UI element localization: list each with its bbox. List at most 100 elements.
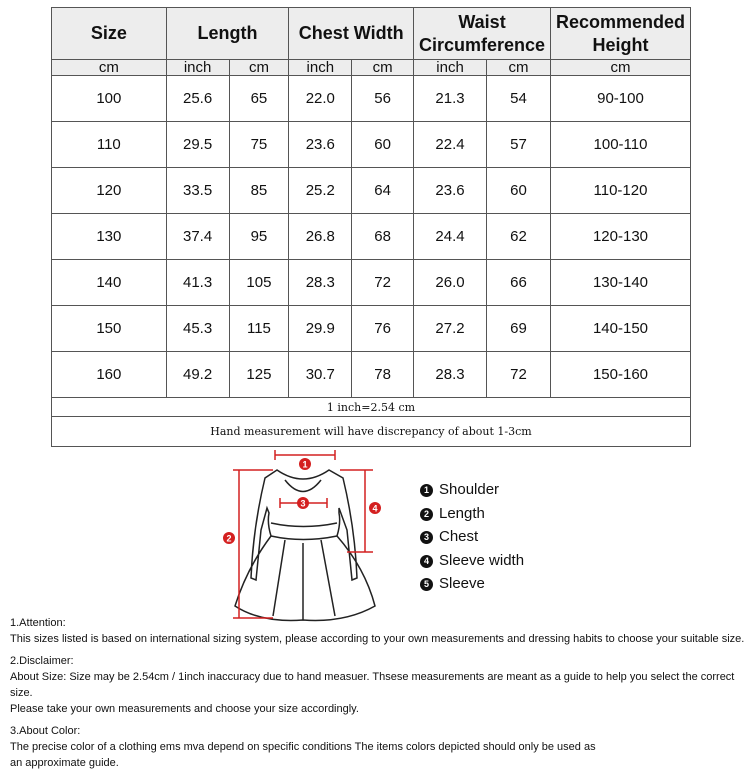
unit-cell: cm [549,59,692,76]
diagram-legend: 1 Shoulder 2 Length 3 Chest 4 Sleeve width 5 Slee… [420,478,524,596]
header-chest-width: Chest Width [288,7,415,60]
table-row: 140 41.3 105 28.3 72 26.0 66 130-140 [51,259,692,306]
table-cell: 69 [486,305,551,352]
svg-text:2: 2 [226,534,231,544]
table-cell: 22.0 [288,75,353,122]
table-cell: 75 [228,121,290,168]
table-cell: 72 [486,351,551,398]
legend-label: Sleeve [439,575,485,592]
unit-cell: inch [288,59,353,76]
number-badge-icon: 3 [420,531,433,544]
marker-3: 3 [297,497,309,509]
unit-cell: cm [351,59,415,76]
table-cell: 28.3 [288,259,353,306]
dress-diagram: 1 2 3 4 [223,450,381,622]
table-cell: 120 [51,167,167,214]
table-row: 100 25.6 65 22.0 56 21.3 54 90-100 [51,75,692,122]
table-cell: 78 [351,351,415,398]
table-cell: 37.4 [165,213,230,260]
table-cell: 23.6 [413,167,488,214]
table-cell: 110-120 [549,167,692,214]
table-cell: 120-130 [549,213,692,260]
table-cell: 85 [228,167,290,214]
table-cell: 33.5 [165,167,230,214]
unit-cell: inch [413,59,488,76]
svg-text:3: 3 [300,499,305,509]
table-cell: 130 [51,213,167,260]
table-cell: 27.2 [413,305,488,352]
marker-2: 2 [223,532,235,544]
table-cell: 105 [228,259,290,306]
note-line: The precise color of a clothing ems mva … [10,741,596,753]
unit-row: cm inch cm inch cm inch cm cm [51,59,692,76]
number-badge-icon: 4 [420,554,433,568]
table-cell: 140-150 [549,305,692,352]
table-cell: 49.2 [165,351,230,398]
table-cell: 45.3 [165,305,230,352]
table-cell: 95 [228,213,290,260]
table-cell: 29.9 [288,305,353,352]
table-cell: 66 [486,259,551,306]
table-cell: 76 [351,305,415,352]
number-badge-icon: 2 [420,507,433,521]
table-cell: 26.0 [413,259,488,306]
unit-cell: inch [165,59,230,76]
legend-item: 5 Sleeve [420,572,524,596]
measure-lines [233,450,373,619]
table-cell: 54 [486,75,551,122]
table-cell: 115 [228,305,290,352]
svg-text:1: 1 [302,460,307,470]
legend-item: 4 Sleeve width [420,549,524,573]
unit-cell: cm [486,59,551,76]
note-line: an approximate guide. [10,757,119,769]
note-title: 2.Disclaimer: [10,655,74,667]
header-waist: Waist Circumference [413,7,551,60]
table-cell: 160 [51,351,167,398]
unit-cell: cm [228,59,290,76]
note-block: 1.Attention: This sizes listed is based o… [10,615,750,647]
table-cell: 24.4 [413,213,488,260]
table-cell: 62 [486,213,551,260]
discrepancy-note: Hand measurement will have discrepancy o… [51,416,691,447]
table-cell: 68 [351,213,415,260]
note-title: 3.About Color: [10,725,81,737]
table-cell: 130-140 [549,259,692,306]
legend-label: Sleeve width [439,551,525,569]
table-cell: 64 [351,167,415,214]
header-height: Recommended Height [549,7,692,60]
note-line: Please take your own measurements and ch… [10,703,359,715]
table-cell: 90-100 [549,75,692,122]
table-cell: 57 [486,121,551,168]
table-cell: 100-110 [549,121,692,168]
notes-section: 1.Attention: This sizes listed is based o… [10,615,750,777]
table-cell: 100 [51,75,167,122]
table-cell: 30.7 [288,351,353,398]
table-cell: 41.3 [165,259,230,306]
legend-item: 1 Shoulder [420,478,524,502]
header-row: Size Length Chest Width Waist Circumfere… [51,7,692,60]
table-cell: 150-160 [549,351,692,398]
table-cell: 23.6 [288,121,353,168]
marker-4: 4 [369,502,381,514]
conversion-note: 1 inch=2.54 cm [51,397,691,417]
note-block: 2.Disclaimer: About Size: Size may be 2.5… [10,653,750,717]
table-row: 110 29.5 75 23.6 60 22.4 57 100-110 [51,121,692,168]
unit-cell: cm [51,59,167,76]
table-row: 130 37.4 95 26.8 68 24.4 62 120-130 [51,213,692,260]
table-cell: 21.3 [413,75,488,122]
table-cell: 28.3 [413,351,488,398]
table-row: 160 49.2 125 30.7 78 28.3 72 150-160 [51,351,692,398]
number-badge-icon: 1 [420,484,433,497]
number-badge-icon: 5 [420,578,433,591]
table-cell: 60 [351,121,415,168]
table-row: 150 45.3 115 29.9 76 27.2 69 140-150 [51,305,692,352]
table-cell: 125 [228,351,290,398]
table-row: 120 33.5 85 25.2 64 23.6 60 110-120 [51,167,692,214]
table-cell: 29.5 [165,121,230,168]
table-cell: 140 [51,259,167,306]
legend-label: Shoulder [439,481,500,498]
size-chart-table: Size Length Chest Width Waist Circumfere… [51,7,692,447]
dress-outline [234,469,376,622]
table-cell: 60 [486,167,551,214]
table-cell: 65 [228,75,290,122]
